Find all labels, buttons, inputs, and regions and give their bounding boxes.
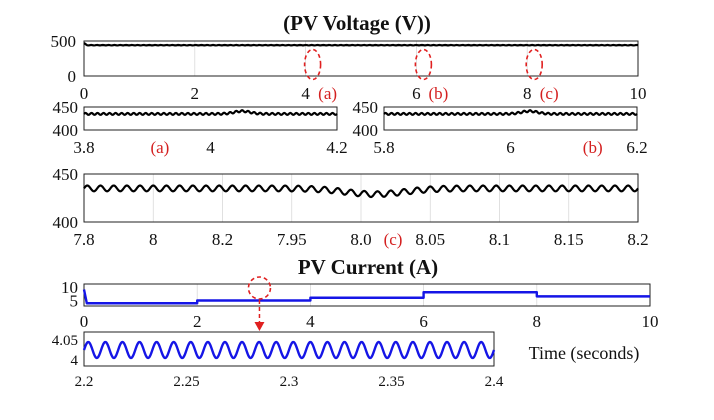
voltage-zoom-c-plot-xtick-1: 8 [149, 230, 158, 249]
voltage-zoom-c-plot-xtick-4: 8.0 [350, 230, 371, 249]
voltage-zoom-c-plot-ytick-1: 400 [53, 213, 79, 232]
voltage-full-ytick-0: 500 [51, 32, 77, 51]
voltage-zoom-b-plot-ytick-1: 400 [353, 121, 379, 140]
voltage-zoom-c-plot-xtick-2: 8.2 [212, 230, 233, 249]
current-zoom-plot-xtick-0: 2.2 [75, 374, 94, 390]
current-zoom-plot-ytick-0: 4.05 [52, 333, 78, 349]
voltage-zoom-c-plot-frame [83, 173, 639, 223]
voltage-zoom-a-plot-xtick-0: 3.8 [73, 138, 94, 157]
voltage-full-xtick-5: 10 [630, 84, 647, 103]
voltage-zoom-c-plot [83, 173, 639, 223]
voltage-zoom-c-plot-ytick-0: 450 [53, 165, 79, 184]
current-full-plot [82, 276, 651, 331]
voltage-full-xtick-3: 6 [412, 84, 421, 103]
voltage-zoom-c-plot-xtick-8: 8.2 [627, 230, 648, 249]
voltage-zoom-a-plot-ytick-1: 400 [53, 121, 79, 140]
current-zoom-ellipse [247, 276, 272, 300]
voltage-zoom-b-label: (b) [583, 138, 603, 157]
voltage-zoom-a-plot-series [83, 109, 338, 116]
voltage-zoom-b-plot-xtick-1: 6 [506, 138, 515, 157]
current-full-plot-xtick-3: 6 [419, 312, 428, 331]
x-axis-label: Time (seconds) [529, 343, 640, 364]
voltage-zoom-b-plot-series [383, 109, 638, 116]
voltage-zoom-b-plot-ytick-0: 450 [353, 98, 379, 117]
voltage-full-xtick-1: 2 [191, 84, 200, 103]
voltage-zoom-c-plot-xtick-5: 8.05 [415, 230, 445, 249]
voltage-zoom-b-plot-xtick-2: 6.2 [626, 138, 647, 157]
voltage-zoom-b-plot-frame [383, 106, 638, 131]
voltage-zoom-a-plot-xtick-2: 4.2 [326, 138, 347, 157]
voltage-zoom-c-label: (c) [384, 230, 403, 249]
zoom-region-ellipse-1 [414, 48, 433, 81]
current-full-plot-ytick-1: 5 [70, 292, 79, 311]
voltage-full-plot-frame [83, 40, 639, 77]
voltage-full-plot [83, 40, 639, 81]
current-full-plot-xtick-0: 0 [80, 312, 89, 331]
voltage-zoom-a-plot-frame [83, 106, 338, 131]
voltage-zoom-c-plot-series [83, 184, 639, 199]
current-full-plot-xtick-1: 2 [193, 312, 202, 331]
current-full-plot-xtick-2: 4 [306, 312, 315, 331]
voltage-zoom-b-plot [383, 106, 638, 131]
voltage-zoom-c-plot-xtick-7: 8.15 [554, 230, 584, 249]
voltage-full-xtick-2: 4 [301, 84, 310, 103]
voltage-zoom-a-plot-ytick-0: 450 [53, 98, 79, 117]
voltage-full-xtick-0: 0 [80, 84, 89, 103]
voltage-zoom-c-plot-xtick-3: 7.95 [277, 230, 307, 249]
voltage-full-ytick-1: 0 [68, 67, 77, 86]
voltage-zoom-a-label: (a) [150, 138, 169, 157]
current-full-plot-ytick-0: 10 [61, 278, 78, 297]
current-zoom-plot [82, 331, 496, 367]
current-zoom-plot-series [82, 340, 496, 360]
current-full-plot-series [82, 289, 650, 305]
zoom-label-0: (a) [318, 84, 337, 103]
zoom-region-ellipse-2 [525, 48, 544, 81]
voltage-zoom-c-plot-xtick-6: 8.1 [489, 230, 510, 249]
voltage-zoom-a-plot [83, 106, 338, 131]
current-full-plot-xtick-4: 8 [533, 312, 542, 331]
current-title: PV Current (A) [298, 255, 438, 279]
zoom-label-1: (b) [428, 84, 448, 103]
current-zoom-plot-xtick-3: 2.35 [378, 374, 404, 390]
voltage-full-series [83, 42, 639, 47]
current-zoom-plot-ytick-1: 4 [71, 353, 79, 369]
current-zoom-arrow-head [254, 322, 265, 331]
current-zoom-plot-xtick-2: 2.3 [280, 374, 299, 390]
voltage-full-xtick-4: 8 [523, 84, 532, 103]
current-zoom-plot-xtick-4: 2.4 [485, 374, 504, 390]
zoom-region-ellipse-0 [303, 48, 322, 81]
current-full-plot-xtick-5: 10 [642, 312, 659, 331]
voltage-zoom-b-plot-xtick-0: 5.8 [373, 138, 394, 157]
zoom-label-2: (c) [540, 84, 559, 103]
current-zoom-plot-xtick-1: 2.25 [173, 374, 199, 390]
voltage-title: (PV Voltage (V)) [283, 11, 431, 35]
voltage-zoom-c-plot-xtick-0: 7.8 [73, 230, 94, 249]
voltage-zoom-a-plot-xtick-1: 4 [206, 138, 215, 157]
